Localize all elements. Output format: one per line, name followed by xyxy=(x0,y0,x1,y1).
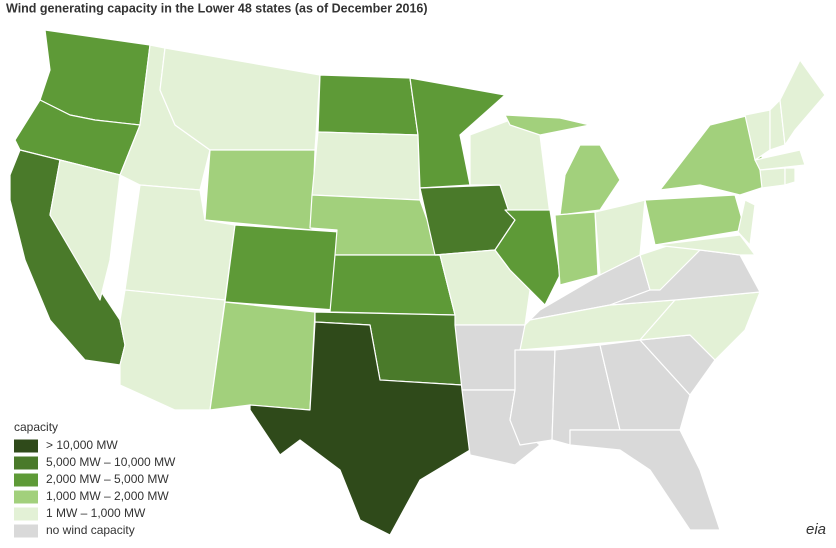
state xyxy=(119,289,226,411)
legend-label: > 10,000 MW xyxy=(46,438,118,452)
legend-swatch xyxy=(14,456,38,470)
state xyxy=(504,114,591,136)
state xyxy=(754,149,806,171)
legend-swatch xyxy=(14,490,38,504)
legend-swatch xyxy=(14,439,38,453)
state xyxy=(594,199,646,276)
legend-title: capacity xyxy=(14,420,58,434)
legend-swatch xyxy=(14,524,38,538)
legend-swatch xyxy=(14,473,38,487)
state xyxy=(559,144,621,216)
state xyxy=(509,349,556,446)
state xyxy=(737,199,756,246)
state xyxy=(569,429,721,531)
state xyxy=(599,339,691,431)
state xyxy=(311,131,421,201)
state xyxy=(784,167,796,186)
states xyxy=(9,29,826,536)
state xyxy=(494,209,561,306)
state xyxy=(329,254,456,316)
legend-label: 1,000 MW – 2,000 MW xyxy=(46,489,169,503)
state xyxy=(759,167,786,189)
state xyxy=(209,301,316,411)
legend-swatch xyxy=(14,507,38,521)
legend-label: 2,000 MW – 5,000 MW xyxy=(46,472,169,486)
state xyxy=(554,211,599,286)
state xyxy=(224,224,341,311)
state xyxy=(654,234,756,256)
legend-label: 5,000 MW – 10,000 MW xyxy=(46,455,176,469)
legend: > 10,000 MW 5,000 MW – 10,000 MW 2,000 MW … xyxy=(14,438,176,538)
state xyxy=(49,159,121,301)
state xyxy=(317,74,419,136)
title: Wind generating capacity in the Lower 48… xyxy=(6,1,428,15)
state xyxy=(249,321,471,536)
legend-label: 1 MW – 1,000 MW xyxy=(46,506,146,520)
legend-label: no wind capacity xyxy=(46,523,135,537)
state xyxy=(204,149,316,231)
logo: eia xyxy=(806,521,826,538)
state xyxy=(779,59,826,146)
